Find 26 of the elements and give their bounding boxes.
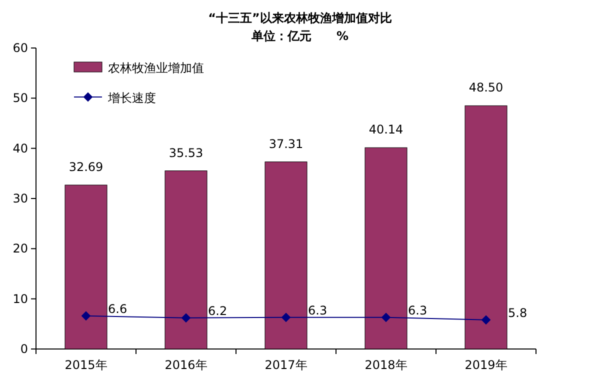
chart-subtitle: 单位：亿元 %: [250, 29, 349, 43]
x-tick-label: 2018年: [364, 358, 408, 372]
y-tick-label: 0: [20, 342, 28, 356]
y-tick-label: 60: [12, 41, 28, 55]
y-tick-label: 20: [12, 242, 28, 256]
x-tick-label: 2017年: [264, 358, 308, 372]
data-label: 35.53: [168, 146, 204, 160]
data-label: 6.3: [308, 303, 328, 318]
data-label: 32.69: [68, 160, 104, 174]
x-tick-label: 2015年: [64, 358, 108, 372]
legend-label: 增长速度: [107, 91, 156, 105]
data-label: 40.14: [368, 122, 404, 137]
y-tick-label: 10: [12, 292, 28, 306]
data-label: 5.8: [508, 306, 528, 320]
data-label: 48.50: [468, 80, 504, 95]
chart-title: “十三五”以来农林牧渔增加值对比: [208, 11, 392, 25]
x-tick-label: 2016年: [164, 358, 208, 372]
data-label: 37.31: [268, 136, 304, 151]
legend-label: 农林牧渔业增加值: [108, 61, 204, 75]
y-tick-label: 30: [12, 192, 28, 206]
x-tick-label: 2019年: [464, 358, 508, 372]
data-label: 6.6: [108, 302, 128, 316]
y-tick-label: 50: [12, 91, 28, 106]
data-label: 6.2: [208, 304, 228, 318]
y-tick-label: 40: [12, 141, 28, 156]
data-label: 6.3: [408, 303, 428, 318]
